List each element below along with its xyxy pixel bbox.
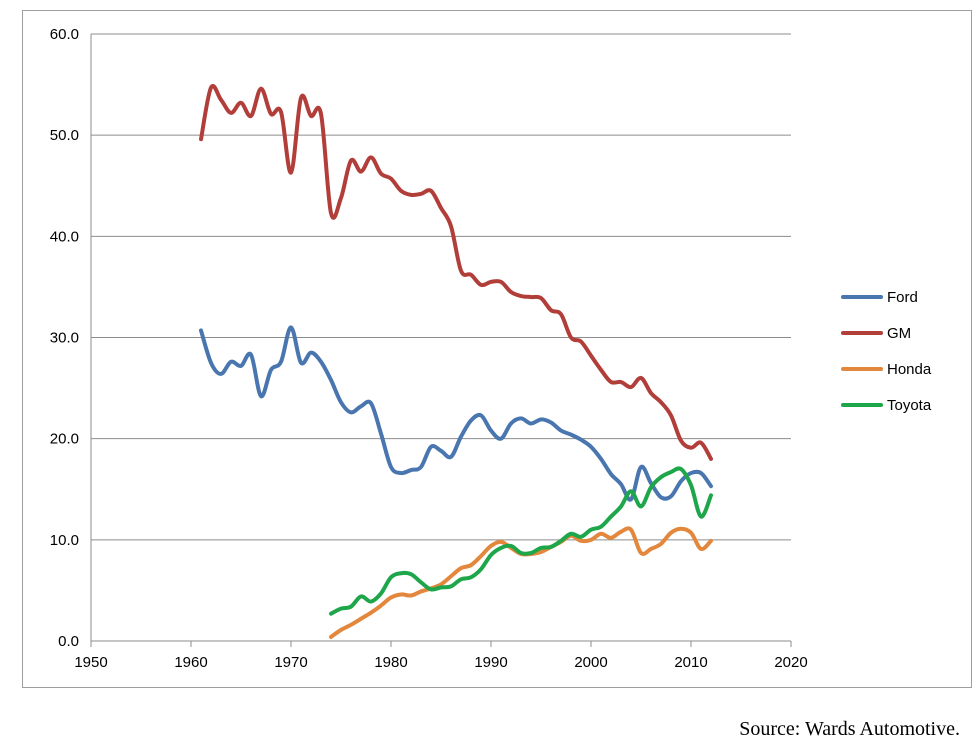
x-tick-label: 1950: [74, 654, 107, 671]
x-tick-label: 1990: [474, 654, 507, 671]
y-tick-label: 30.0: [50, 330, 79, 347]
series-line-gm: [199, 84, 713, 461]
y-tick-label: 0.0: [58, 633, 79, 650]
series-line-toyota: [329, 466, 713, 616]
y-tick-label: 40.0: [50, 228, 79, 245]
y-tick-label: 50.0: [50, 127, 79, 144]
series-line-ford: [199, 325, 713, 502]
y-tick-label: 20.0: [50, 431, 79, 448]
legend-label-toyota: Toyota: [887, 397, 932, 414]
x-tick-label: 2020: [774, 654, 807, 671]
chart-frame: 0.0 10.0 20.0 30.0 40.0 50.0 60.0 1950 1960 1970 1…: [22, 10, 972, 688]
y-tick-label: 10.0: [50, 532, 79, 549]
legend-label-honda: Honda: [887, 361, 932, 378]
line-chart: 0.0 10.0 20.0 30.0 40.0 50.0 60.0 1950 1960 1970 1…: [50, 26, 932, 671]
x-tick-label: 1980: [374, 654, 407, 671]
legend-label-gm: GM: [887, 325, 911, 342]
y-tick-label: 60.0: [50, 26, 79, 43]
x-tick-label: 1970: [274, 654, 307, 671]
x-tick-label: 2010: [674, 654, 707, 671]
source-note: Source: Wards Automotive.: [739, 718, 960, 740]
x-tick-label: 2000: [574, 654, 607, 671]
x-tick-label: 1960: [174, 654, 207, 671]
legend-label-ford: Ford: [887, 289, 918, 306]
